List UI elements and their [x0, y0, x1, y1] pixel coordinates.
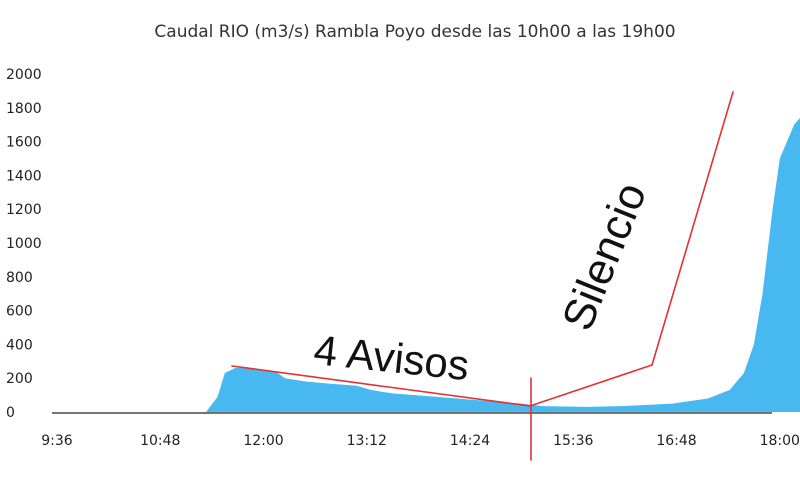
annotation-lines [231, 91, 734, 461]
annotation-silencio: Silencio [553, 176, 656, 337]
x-tick-label: 15:36 [553, 433, 593, 449]
y-tick-label: 1400 [6, 168, 42, 184]
y-tick-label: 1600 [6, 135, 42, 151]
y-tick-label: 200 [6, 371, 33, 387]
y-tick-label: 2000 [6, 67, 42, 83]
x-tick-label: 18:00 [760, 433, 800, 449]
y-tick-label: 1800 [6, 101, 42, 117]
y-tick-label: 1200 [6, 202, 42, 218]
annotation-line-avisos [231, 365, 531, 407]
x-tick-label: 16:48 [656, 433, 696, 449]
x-tick-label: 9:36 [41, 433, 73, 449]
x-tick-labels: 9:3610:4812:0013:1214:2415:3616:4818:001… [41, 433, 800, 449]
area-layer [184, 117, 800, 412]
y-tick-label: 0 [6, 405, 15, 421]
y-tick-label: 600 [6, 304, 33, 320]
annotation-line-rise-1 [529, 364, 653, 407]
x-tick-label: 14:24 [450, 433, 490, 449]
x-tick-label: 13:12 [347, 433, 387, 449]
chart-title: Caudal RIO (m3/s) Rambla Poyo desde las … [154, 22, 675, 42]
annotation-line-rise-2 [651, 91, 734, 366]
x-tick-label: 10:48 [140, 433, 180, 449]
y-tick-label: 400 [6, 337, 33, 353]
x-tick-label: 12:00 [243, 433, 283, 449]
y-tick-label: 800 [6, 270, 33, 286]
y-tick-labels: 0 200 400 600 800 1000 1200 1400 1600 1800 2000 [6, 67, 42, 421]
flow-area [184, 117, 800, 412]
y-tick-label: 1000 [6, 236, 42, 252]
